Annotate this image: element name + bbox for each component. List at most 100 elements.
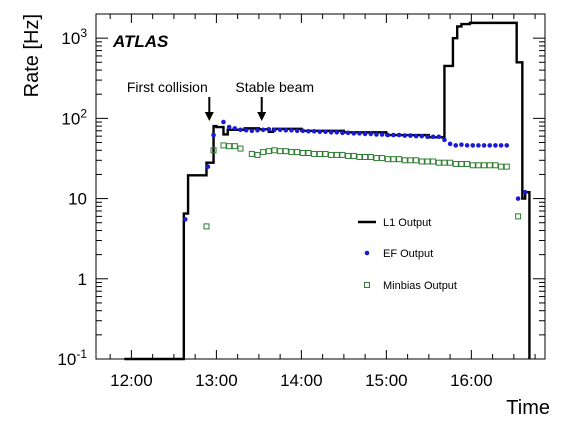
- minbias-output-point: [271, 147, 278, 154]
- minbias-output-point: [447, 159, 454, 166]
- minbias-output-point: [492, 162, 499, 169]
- minbias-output-point: [486, 162, 493, 169]
- legend-swatch-dot: [364, 250, 370, 256]
- brand-label: ATLAS: [112, 32, 169, 51]
- ef-output-point: [345, 130, 351, 136]
- ef-output-point: [277, 127, 283, 133]
- ef-output-point: [374, 132, 379, 137]
- y-tick-label: 10: [68, 190, 87, 209]
- ef-output-point: [442, 137, 447, 143]
- minbias-output-point: [345, 152, 352, 159]
- ef-output-point: [487, 143, 493, 148]
- ef-output-point: [470, 143, 476, 148]
- l1-output-line: [124, 21, 531, 361]
- ef-output-point: [306, 128, 311, 134]
- series-layer: [124, 21, 531, 361]
- y-tick-label: 102: [61, 106, 87, 128]
- minbias-output-point: [401, 157, 408, 164]
- minbias-output-point: [282, 148, 289, 155]
- minbias-output-point: [452, 160, 459, 167]
- minbias-output-point: [435, 159, 442, 166]
- ef-output-point: [182, 217, 188, 222]
- ef-output-point: [232, 126, 238, 131]
- x-tick-label: 15:00: [365, 371, 408, 390]
- x-axis-title: Time: [506, 397, 550, 419]
- ef-output-point: [459, 142, 464, 147]
- minbias-output-point: [407, 157, 414, 164]
- minbias-output-point: [356, 153, 363, 160]
- minbias-output-point: [294, 149, 301, 156]
- ef-output-point: [436, 134, 442, 140]
- minbias-output-point: [305, 149, 312, 156]
- plot-frame: [95, 13, 546, 360]
- minbias-output-point: [210, 147, 217, 154]
- ef-output-point: [328, 130, 334, 135]
- minbias-output-point: [503, 163, 510, 170]
- ef-output-point: [464, 143, 470, 148]
- ef-output-point: [402, 133, 408, 138]
- ef-output-point: [396, 132, 402, 138]
- minbias-output-point: [396, 156, 403, 163]
- ef-output-point: [249, 128, 255, 134]
- axis-ticks: [96, 13, 545, 360]
- ef-output-point: [425, 134, 430, 140]
- ef-output-point: [334, 130, 340, 135]
- ef-output-point: [362, 131, 368, 137]
- minbias-output-point: [260, 149, 267, 156]
- x-tick-label: 13:00: [195, 371, 238, 390]
- minbias-output-point: [418, 158, 425, 165]
- legend: L1 Output EF Output Minbias Output: [358, 217, 457, 292]
- minbias-output-point: [481, 162, 488, 169]
- minbias-output-point: [254, 151, 261, 158]
- annotation-arrow-head: [257, 112, 267, 121]
- ef-output-point: [493, 143, 498, 148]
- ef-output-point: [391, 132, 396, 138]
- x-tick-label: 14:00: [280, 371, 323, 390]
- y-tick-label: 1: [78, 270, 87, 289]
- ef-output-point: [317, 129, 323, 135]
- ef-output-point: [289, 127, 294, 133]
- legend-swatch-square: [364, 282, 370, 288]
- ef-output-point: [357, 131, 362, 136]
- ef-output-point: [453, 143, 459, 148]
- ef-output-point: [522, 189, 528, 195]
- ef-output-point: [408, 133, 413, 138]
- minbias-output-point: [515, 213, 522, 220]
- minbias-output-point: [475, 162, 482, 169]
- ef-output-point: [238, 127, 243, 133]
- ef-output-point: [504, 143, 510, 148]
- annotations: First collision Stable beam: [127, 79, 314, 121]
- y-tick-label: 103: [61, 26, 87, 48]
- minbias-output-point: [441, 159, 448, 166]
- x-tick-label: 16:00: [450, 371, 493, 390]
- ef-output-point: [379, 132, 385, 137]
- ef-output-point: [300, 128, 306, 134]
- minbias-output-point: [299, 149, 306, 156]
- ef-output-point: [498, 143, 504, 148]
- annotation-label: Stable beam: [235, 79, 314, 95]
- y-tick-label: 10-1: [57, 347, 87, 369]
- minbias-output-point: [362, 153, 369, 160]
- minbias-output-point: [231, 143, 238, 150]
- ef-output-point: [476, 143, 481, 148]
- ef-output-point: [447, 141, 453, 147]
- minbias-output-point: [458, 160, 465, 167]
- ef-output-point: [226, 124, 232, 130]
- minbias-output-point: [367, 153, 374, 160]
- ef-output-point: [283, 127, 289, 133]
- minbias-output-point: [430, 158, 437, 165]
- minbias-output-point: [328, 151, 335, 158]
- ef-output-point: [255, 127, 260, 133]
- legend-label: L1 Output: [383, 217, 431, 229]
- ef-output-point: [481, 143, 487, 148]
- ef-output-point: [515, 196, 521, 201]
- ef-output-point: [368, 131, 374, 137]
- x-tick-labels: 12:00 13:00 14:00 15:00 16:00: [110, 371, 492, 390]
- minbias-output-point: [498, 163, 505, 170]
- ef-output-point: [205, 164, 211, 169]
- ef-output-point: [294, 128, 300, 134]
- minbias-output-point: [413, 157, 420, 164]
- minbias-output-point: [464, 160, 471, 167]
- minbias-output-point: [248, 150, 255, 157]
- minbias-output-point: [265, 148, 272, 155]
